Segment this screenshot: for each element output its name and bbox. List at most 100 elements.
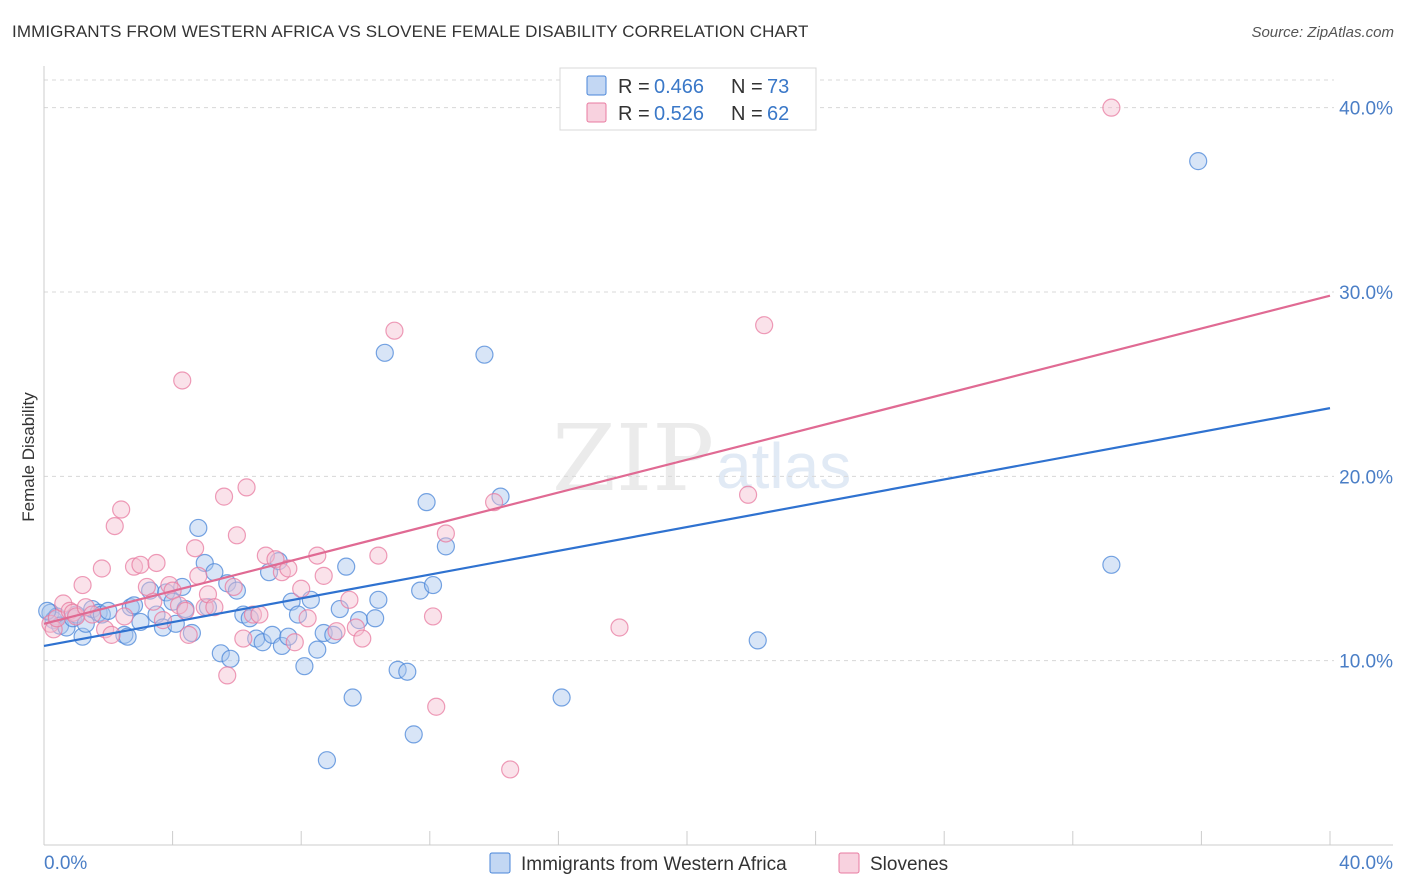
data-point bbox=[327, 622, 346, 641]
data-point bbox=[423, 575, 443, 595]
legend-swatch-pink bbox=[586, 102, 607, 123]
data-point bbox=[1189, 152, 1208, 171]
bottom-legend-label-pink: Slovenes bbox=[870, 854, 948, 875]
y-tick-label: 30.0% bbox=[1339, 283, 1393, 304]
source-credit: Source: ZipAtlas.com bbox=[1251, 24, 1394, 41]
data-point bbox=[54, 594, 73, 613]
y-tick-label: 10.0% bbox=[1339, 652, 1393, 673]
data-point bbox=[186, 539, 205, 558]
data-point bbox=[160, 575, 179, 595]
series-legend: Immigrants from Western Africa Slovenes bbox=[489, 852, 948, 875]
data-point bbox=[253, 633, 272, 652]
axes bbox=[43, 66, 1393, 846]
data-point bbox=[314, 566, 333, 585]
data-point bbox=[385, 321, 404, 340]
data-point bbox=[423, 607, 443, 626]
series-slovenes bbox=[41, 98, 1121, 779]
data-point bbox=[105, 516, 124, 536]
data-point bbox=[285, 633, 304, 652]
data-point bbox=[243, 605, 263, 624]
x-axis-ticks bbox=[43, 831, 1331, 845]
data-point bbox=[353, 629, 372, 648]
data-point bbox=[475, 345, 494, 364]
data-point bbox=[124, 557, 144, 576]
y-axis-label: Female Disability bbox=[19, 392, 38, 522]
data-point bbox=[73, 575, 92, 595]
legend-r-label-pink: R = bbox=[618, 103, 650, 125]
data-point bbox=[221, 649, 240, 668]
data-point bbox=[404, 725, 423, 744]
watermark-zip: ZIP bbox=[552, 405, 714, 512]
legend-r-value-pink: 0.526 bbox=[654, 103, 704, 125]
stats-legend: R = 0.466 N = 73 R = 0.526 N = 62 bbox=[559, 67, 817, 131]
data-point bbox=[375, 343, 394, 362]
data-point bbox=[115, 607, 134, 626]
data-point bbox=[218, 666, 237, 685]
data-point bbox=[182, 623, 201, 643]
data-point bbox=[92, 559, 111, 578]
data-point bbox=[176, 601, 195, 620]
data-point bbox=[205, 598, 224, 617]
data-point bbox=[279, 559, 298, 578]
legend-r-value-blue: 0.466 bbox=[654, 76, 704, 98]
data-point bbox=[343, 688, 362, 707]
data-point bbox=[1102, 555, 1121, 574]
x-tick-label-max: 40.0% bbox=[1339, 853, 1393, 874]
data-point bbox=[369, 590, 388, 609]
gridlines bbox=[44, 79, 1334, 662]
data-point bbox=[317, 751, 337, 770]
trend-line-pink bbox=[43, 294, 1331, 625]
data-point bbox=[1102, 98, 1121, 117]
data-point bbox=[214, 487, 234, 506]
series-immigrants-western-africa bbox=[38, 152, 1208, 770]
chart-title: IMMIGRANTS FROM WESTERN AFRICA VS SLOVEN… bbox=[12, 22, 809, 41]
trend-lines bbox=[43, 294, 1331, 647]
trend-line-blue bbox=[43, 407, 1331, 647]
data-point bbox=[427, 697, 446, 716]
y-tick-label: 40.0% bbox=[1339, 99, 1393, 120]
data-point bbox=[748, 631, 767, 650]
data-point bbox=[340, 590, 359, 609]
data-point bbox=[256, 546, 275, 565]
data-point bbox=[189, 518, 208, 538]
data-point bbox=[211, 644, 230, 663]
data-point bbox=[237, 478, 256, 497]
data-point bbox=[292, 579, 311, 598]
data-point bbox=[738, 485, 758, 504]
data-point bbox=[417, 493, 436, 512]
x-tick-label-min: 0.0% bbox=[44, 853, 87, 874]
data-point bbox=[369, 546, 388, 565]
data-point bbox=[131, 555, 150, 574]
bottom-legend-swatch-pink bbox=[838, 852, 860, 874]
legend-n-label-pink: N = bbox=[731, 103, 763, 125]
legend-n-label-blue: N = bbox=[731, 76, 763, 98]
bottom-legend-label-blue: Immigrants from Western Africa bbox=[521, 854, 787, 875]
data-point bbox=[298, 609, 317, 628]
data-point bbox=[227, 526, 246, 545]
data-point bbox=[118, 627, 137, 646]
data-point bbox=[501, 760, 520, 779]
y-tick-label: 20.0% bbox=[1339, 467, 1393, 488]
data-point bbox=[330, 599, 349, 619]
data-point bbox=[337, 557, 356, 576]
data-point bbox=[552, 688, 571, 707]
data-point bbox=[173, 371, 192, 390]
data-point bbox=[288, 605, 308, 624]
data-point bbox=[250, 605, 269, 624]
legend-swatch-blue bbox=[586, 75, 607, 96]
data-point bbox=[755, 316, 774, 335]
data-point bbox=[436, 537, 455, 556]
legend-n-value-pink: 62 bbox=[767, 103, 789, 125]
data-point bbox=[308, 640, 327, 659]
data-point bbox=[610, 618, 629, 637]
data-point bbox=[112, 500, 131, 519]
legend-r-label-blue: R = bbox=[618, 76, 650, 98]
data-point bbox=[398, 662, 417, 681]
watermark-atlas: atlas bbox=[716, 430, 851, 502]
y-axis-tick-labels: 10.0% 20.0% 30.0% 40.0% bbox=[1339, 99, 1393, 673]
data-point bbox=[234, 629, 253, 648]
data-point bbox=[485, 493, 504, 512]
data-point bbox=[83, 605, 102, 624]
data-point bbox=[366, 609, 385, 628]
legend-n-value-blue: 73 bbox=[767, 76, 789, 98]
